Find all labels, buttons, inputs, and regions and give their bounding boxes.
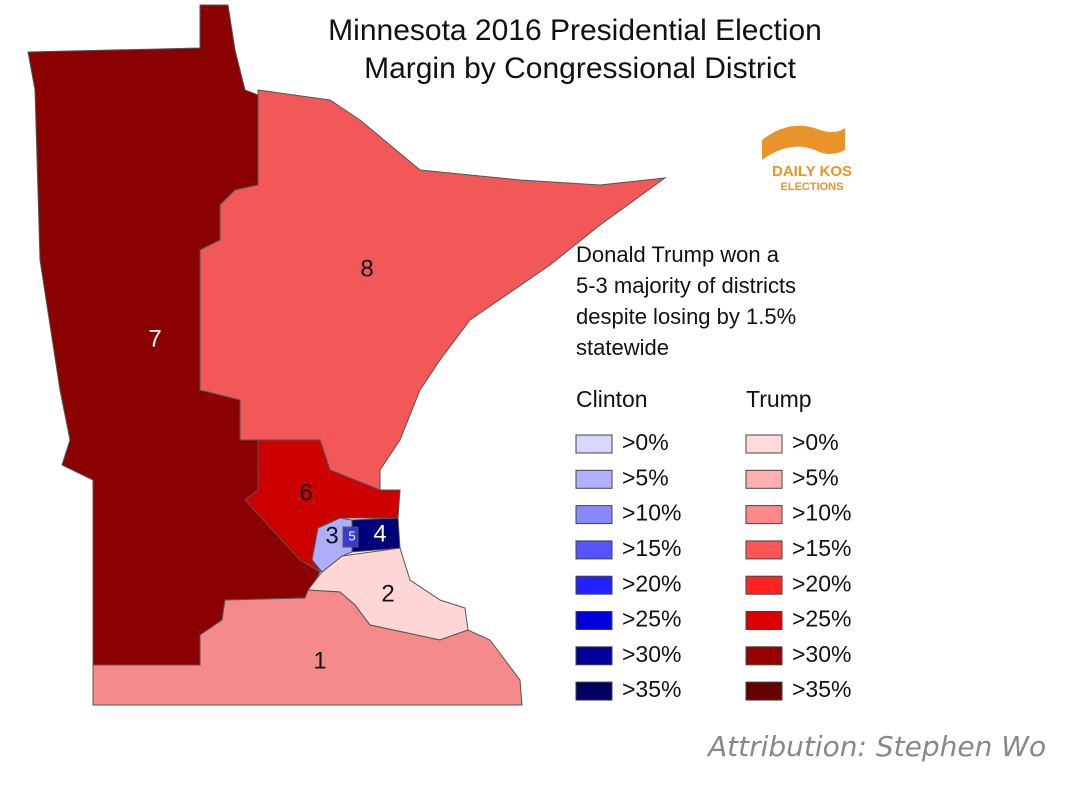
legend-swatch [745,681,783,701]
district-labels: 1 2 3 4 5 6 7 8 [148,255,394,674]
legend-label: >25% [622,606,681,632]
district-label: 5 [348,528,355,543]
legend-swatch [745,434,783,454]
district-label: 2 [381,580,394,607]
map [27,4,667,706]
legend-swatch [575,469,613,489]
legend-label: >15% [622,535,681,561]
legend-label: >35% [622,676,681,702]
legend-swatch [575,575,613,595]
note-line: statewide [576,335,669,360]
note-line: Donald Trump won a [576,242,780,267]
legend-label: >20% [792,570,851,596]
legend-swatch [575,505,613,525]
logo-flag [762,125,845,160]
logo-text: ELECTIONS [781,181,844,193]
district-label: 1 [313,647,326,674]
legend-swatch [745,575,783,595]
legend-swatch [745,646,783,666]
district-label: 8 [360,255,373,282]
legend-label: >30% [622,641,681,667]
legend-swatch [575,540,613,560]
note-line: despite losing by 1.5% [576,304,796,329]
legend-label: >5% [622,464,669,490]
district-label: 7 [148,325,161,352]
note: Donald Trump won a 5-3 majority of distri… [576,242,796,360]
district-shape [311,517,353,573]
legend-label: >15% [792,535,851,561]
legend-swatch [745,540,783,560]
district-label: 4 [373,520,386,547]
legend-label: >35% [792,676,851,702]
legend-swatch [745,469,783,489]
legend-title: Trump [746,386,812,412]
attribution: Attribution: Stephen Wo [706,730,1046,763]
legend: Clinton >0% >5% >10% >15% >20% >25% >30% >35% Tru… [575,386,851,702]
logo: DAILY KOS ELECTIONS [762,125,852,193]
legend-swatch [575,681,613,701]
legend-swatch [745,611,783,630]
legend-label: >30% [792,641,851,667]
legend-swatch [745,505,783,525]
title: Minnesota 2016 Presidential Election [328,14,822,47]
legend-label: >0% [622,429,669,455]
legend-label: >25% [792,606,851,632]
subtitle: Margin by Congressional District [364,52,796,85]
legend-label: >0% [792,429,839,455]
district-shape [92,589,523,706]
district-shape [199,89,667,491]
legend-swatch [575,434,613,454]
legend-label: >10% [622,500,681,526]
note-line: 5-3 majority of districts [576,273,796,298]
legend-swatch [575,611,613,630]
legend-label: >20% [622,570,681,596]
district-shape [342,526,359,548]
district-label: 6 [299,479,312,506]
district-label: 3 [325,522,338,549]
legend-swatch [575,646,613,666]
legend-title: Clinton [576,386,648,412]
logo-text: DAILY KOS [772,163,852,180]
legend-label: >10% [792,500,851,526]
legend-label: >5% [792,464,839,490]
